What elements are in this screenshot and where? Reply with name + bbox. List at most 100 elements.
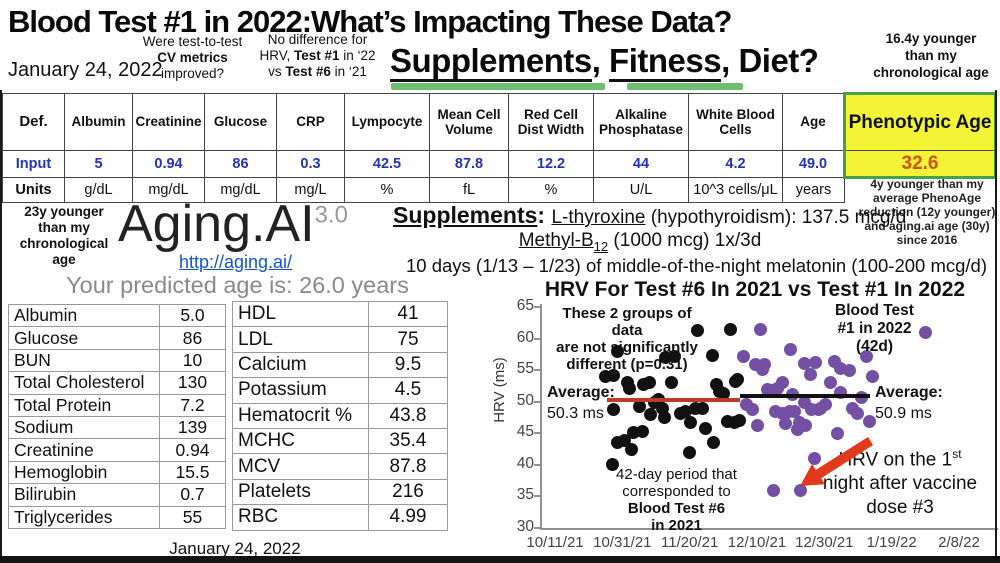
y-tick-label: 30	[516, 517, 534, 535]
slide-date: January 24, 2022	[8, 59, 163, 81]
green-underline-fitness	[627, 83, 743, 90]
input-value: 87.8	[429, 150, 509, 178]
scatter-dot	[767, 483, 781, 497]
analyte-label: Glucose	[8, 326, 160, 350]
scatter-dot	[682, 445, 696, 459]
analyte-value: 130	[159, 371, 226, 395]
unit-value: U/L	[593, 177, 689, 203]
scatter-dot	[750, 419, 764, 433]
scatter-dot	[862, 414, 876, 428]
column-header: CRP	[276, 93, 345, 151]
table-row: Albumin 5.0	[8, 303, 226, 328]
unit-value: mg/dL	[204, 177, 277, 203]
unit-value: 10^3 cells/μL	[688, 177, 783, 203]
x-tick-label: 2/8/22	[938, 534, 980, 551]
table-row: Hematocrit % 43.8	[232, 402, 448, 429]
supplements-line2: Methyl-B12 (1000 mcg) 1x/3d	[518, 230, 762, 254]
unit-value: years	[782, 177, 845, 203]
supplements-line1: Supplements: L-thyroxine (hypothyroidism…	[393, 202, 907, 228]
scatter-dot	[918, 325, 932, 339]
scatter-dot	[859, 349, 873, 363]
legend-blood-test-2022: Blood Test #1 in 2022 (42d)	[835, 302, 914, 355]
scatter-dot	[799, 419, 813, 433]
unit-value: fL	[429, 177, 509, 203]
analyte-value: 4.5	[368, 377, 448, 404]
scatter-dot	[716, 387, 730, 400]
note-16y-younger: 16.4y younger than my chronological age	[873, 31, 989, 80]
analyte-label: Triglycerides	[8, 505, 160, 529]
scatter-dot	[787, 405, 801, 419]
y-tick-mark	[534, 337, 542, 340]
scatter-dot	[622, 381, 636, 395]
annotation-average-2021: Average: 50.3 ms	[547, 384, 615, 422]
analyte-value: 139	[159, 415, 226, 440]
annotation-vaccine: HRV on the 1st night after vaccine dose …	[822, 447, 978, 519]
input-value: 12.2	[508, 150, 594, 178]
unit-value: mg/dL	[132, 177, 205, 203]
page-title: Blood Test #1 in 2022:What’s Impacting T…	[8, 4, 732, 39]
table-row: MCHC 35.4	[232, 427, 448, 455]
analyte-label: RBC	[232, 504, 369, 531]
note-cv-line1: Were test-to-test	[142, 34, 243, 49]
scatter-dot	[624, 442, 638, 456]
chart-title: HRV For Test #6 In 2021 vs Test #1 In 20…	[544, 278, 966, 301]
analyte-label: Creatinine	[8, 438, 160, 462]
table-row: MCV 87.8	[232, 453, 448, 480]
scatter-dot	[610, 344, 624, 358]
legend-dot-2022	[754, 323, 767, 336]
blood-table-units-row: Units g/dL mg/dL mg/dL mg/L% fL% U/L 10^3 cell…	[2, 177, 996, 203]
table-row: Platelets 216	[232, 478, 448, 506]
input-value: 5	[64, 150, 133, 178]
analyte-label: Total Cholesterol	[8, 371, 160, 395]
y-tick-label: 55	[516, 360, 534, 378]
phenoage-note: 4y younger than my average PhenoAge redu…	[858, 177, 996, 247]
unit-value: mg/L	[276, 177, 345, 203]
scatter-dot	[706, 435, 720, 449]
column-header: Lympocyte	[344, 93, 430, 151]
annotation-not-significant: These 2 groups of data are not significa…	[556, 305, 698, 373]
column-header: Phenotypic Age	[843, 92, 997, 151]
scatter-dot	[819, 398, 833, 412]
x-tick-label: 10/11/21	[526, 534, 584, 551]
analyte-value: 4.99	[368, 504, 448, 531]
column-header: Age	[782, 93, 845, 151]
scatter-dot	[851, 406, 865, 420]
scatter-dot	[730, 373, 744, 387]
input-value: 42.5	[344, 150, 430, 178]
y-tick-mark	[534, 463, 542, 466]
analyte-label: MCHC	[232, 427, 369, 455]
table-row: Calcium 9.5	[232, 351, 448, 379]
scatter-dot	[642, 375, 656, 389]
y-tick-mark	[534, 369, 542, 372]
hrv-plot-area: These 2 groups of data are not significa…	[517, 297, 998, 551]
blood-metrics-table: Def. Albumin Creatinine Glucose CRP Lympocyt…	[2, 92, 997, 203]
scatter-dot	[667, 349, 681, 363]
scatter-dot	[732, 413, 746, 427]
analyte-value: 86	[159, 326, 226, 350]
supplements-line3: 10 days (1/13 – 1/23) of middle-of-the-n…	[405, 255, 987, 276]
analyte-value: 55	[159, 505, 226, 529]
y-tick-label: 50	[516, 391, 534, 409]
aging-ai-url: http://aging.ai/	[118, 252, 353, 273]
scatter-dot	[842, 363, 856, 377]
annotation-average-2022: Average: 50.9 ms	[875, 384, 943, 422]
y-tick-mark	[534, 400, 542, 403]
note-23y-younger: 23y younger than my chronological age	[19, 204, 109, 267]
analyte-label: Potassium	[232, 377, 369, 404]
table-row: Potassium 4.5	[232, 377, 448, 404]
scatter-dot	[779, 416, 793, 430]
row-label-input: Input	[2, 150, 65, 178]
x-tick-label: 10/31/21	[593, 534, 652, 551]
table-row: Total Protein 7.2	[8, 393, 226, 417]
table-row: Triglycerides 55	[8, 505, 226, 529]
analyte-value: 0.94	[159, 438, 226, 462]
scatter-dot	[698, 421, 712, 435]
aging-ai-logo: Aging.AI3.0	[118, 195, 348, 253]
aging-ai-link[interactable]: http://aging.ai/	[178, 252, 293, 272]
slide-border-bottom	[0, 556, 1000, 563]
analyte-value: 15.5	[159, 460, 226, 485]
scatter-dot	[632, 399, 646, 413]
analyte-value: 0.7	[159, 483, 226, 507]
slide-border-left	[0, 90, 2, 556]
scatter-dot	[643, 407, 657, 421]
